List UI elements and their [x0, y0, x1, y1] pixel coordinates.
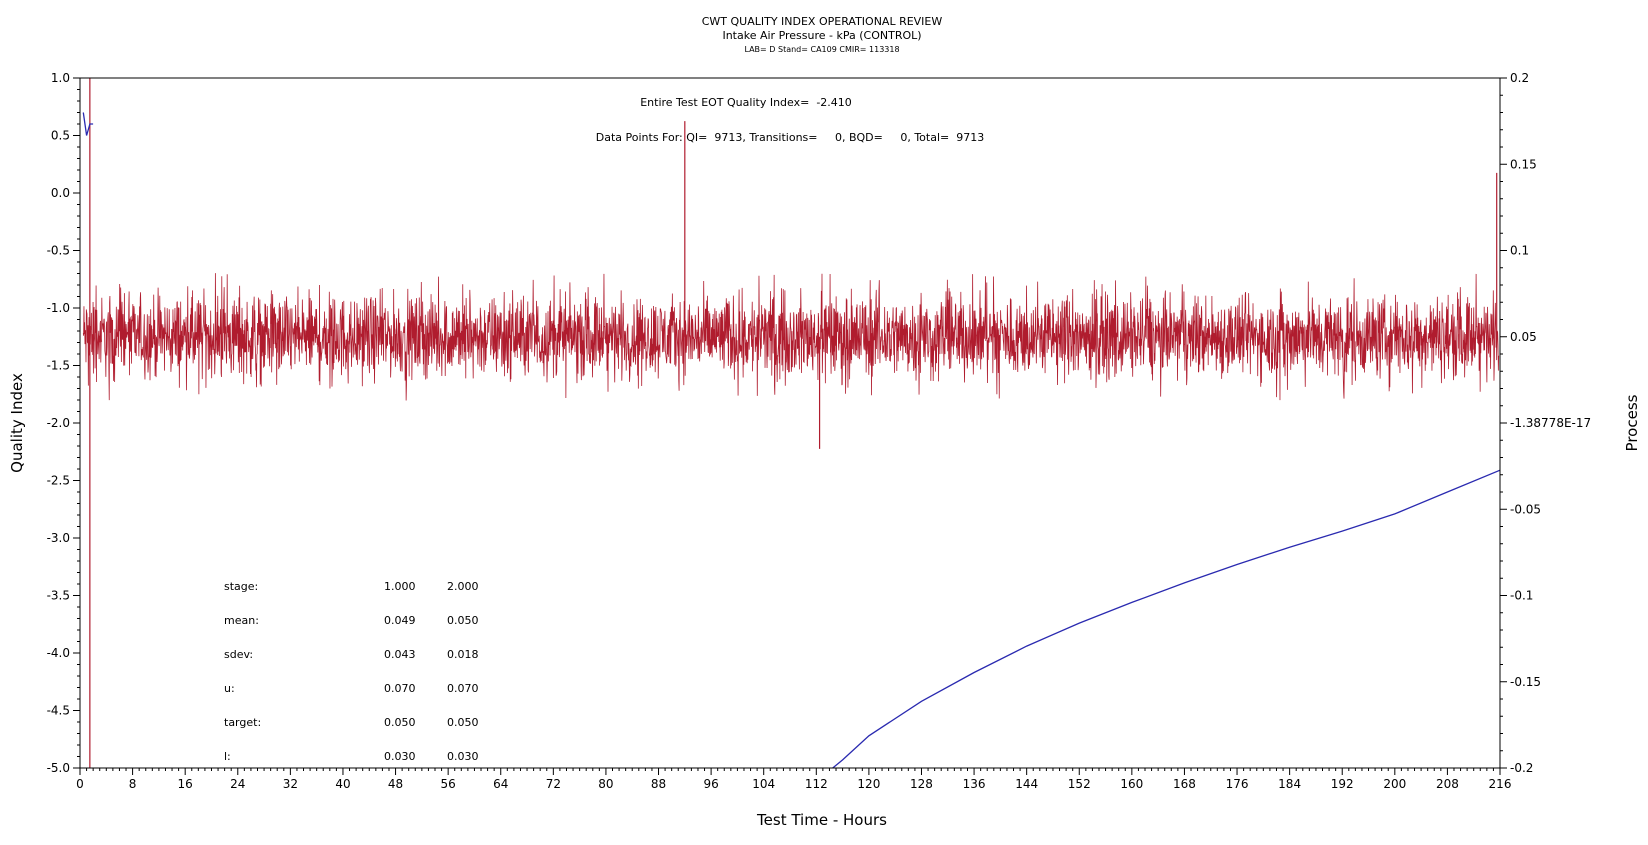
axes: 0 8 16 24 32 40 48 56 64 72 80 88 96 104 112 120 128 136 1… — [47, 71, 1592, 791]
x-tick-label: 128 — [910, 777, 933, 791]
stats-label: u: — [224, 682, 235, 695]
y2-tick-label: -0.15 — [1510, 675, 1541, 689]
x-tick-label: 200 — [1383, 777, 1406, 791]
x-tick-label: 80 — [598, 777, 613, 791]
y-tick-label: -4.0 — [47, 646, 70, 660]
stats-value-stage1: 1.000 — [384, 580, 416, 593]
x-tick-label: 176 — [1226, 777, 1249, 791]
x-tick-label: 72 — [546, 777, 561, 791]
stats-value-stage2: 0.070 — [447, 682, 479, 695]
y2-tick-label: 0.2 — [1510, 71, 1529, 85]
x-tick-label: 112 — [805, 777, 828, 791]
stats-label: sdev: — [224, 648, 253, 661]
chart-titles: CWT QUALITY INDEX OPERATIONAL REVIEW Int… — [702, 15, 943, 54]
y-tick-label: -3.5 — [47, 589, 70, 603]
data-points-annotation: Data Points For: QI= 9713, Transitions= … — [596, 131, 984, 144]
y-tick-label: 0.0 — [51, 186, 70, 200]
x-tick-label: 192 — [1331, 777, 1354, 791]
stats-label: stage: — [224, 580, 258, 593]
stats-value-stage1: 0.043 — [384, 648, 416, 661]
x-tick-label: 8 — [129, 777, 137, 791]
x-tick-label: 104 — [752, 777, 775, 791]
x-tick-label: 56 — [441, 777, 456, 791]
x-tick-label: 168 — [1173, 777, 1196, 791]
y-tick-label: -1.5 — [47, 359, 70, 373]
x-tick-label: 136 — [963, 777, 986, 791]
y-tick-label: -4.5 — [47, 704, 70, 718]
y2-axis-label: Process — [1623, 394, 1641, 451]
process-series-line — [82, 273, 1500, 401]
chart-subsubtitle: LAB= D Stand= CA109 CMIR= 113318 — [744, 45, 899, 54]
stats-label: l: — [224, 750, 231, 763]
quality-index-line — [832, 469, 1500, 768]
y-axis-label: Quality Index — [8, 373, 26, 473]
y-tick-label: -2.5 — [47, 474, 70, 488]
data-layer — [82, 78, 1500, 768]
quality-index-start-line — [82, 112, 94, 136]
stats-value-stage2: 0.050 — [447, 716, 479, 729]
x-tick-label: 48 — [388, 777, 403, 791]
x-tick-label: 88 — [651, 777, 666, 791]
y-tick-label: 0.5 — [51, 129, 70, 143]
stats-value-stage1: 0.070 — [384, 682, 416, 695]
x-tick-label: 24 — [230, 777, 245, 791]
y-tick-label: -1.0 — [47, 301, 70, 315]
y-tick-label: -2.0 — [47, 416, 70, 430]
stats-value-stage1: 0.030 — [384, 750, 416, 763]
y-tick-label: -3.0 — [47, 531, 70, 545]
y2-tick-label: 0.05 — [1510, 330, 1537, 344]
x-tick-label: 160 — [1120, 777, 1143, 791]
x-tick-label: 208 — [1436, 777, 1459, 791]
x-tick-label: 152 — [1068, 777, 1091, 791]
y-tick-label: -0.5 — [47, 244, 70, 258]
stats-value-stage2: 2.000 — [447, 580, 479, 593]
x-axis-label: Test Time - Hours — [756, 811, 887, 829]
x-tick-label: 40 — [335, 777, 350, 791]
quality-index-annotation: Entire Test EOT Quality Index= -2.410 — [640, 96, 852, 109]
chart-title: CWT QUALITY INDEX OPERATIONAL REVIEW — [702, 15, 943, 28]
plot-frame — [79, 77, 1501, 769]
x-tick-label: 64 — [493, 777, 508, 791]
x-tick-label: 16 — [178, 777, 193, 791]
y2-tick-label: 0.1 — [1510, 244, 1529, 258]
stats-value-stage1: 0.049 — [384, 614, 416, 627]
x-tick-label: 184 — [1278, 777, 1301, 791]
stats-label: target: — [224, 716, 261, 729]
stats-table: stage: 1.000 2.000 mean: 0.049 0.050 sdev: 0.04… — [224, 580, 479, 763]
x-tick-label: 144 — [1015, 777, 1038, 791]
y2-tick-label: -0.1 — [1510, 589, 1533, 603]
y-tick-label: 1.0 — [51, 71, 70, 85]
stats-value-stage2: 0.030 — [447, 750, 479, 763]
stats-label: mean: — [224, 614, 259, 627]
stats-value-stage2: 0.050 — [447, 614, 479, 627]
stats-value-stage2: 0.018 — [447, 648, 479, 661]
x-tick-label: 0 — [76, 777, 84, 791]
x-tick-label: 216 — [1489, 777, 1512, 791]
x-tick-label: 96 — [703, 777, 718, 791]
x-tick-label: 120 — [857, 777, 880, 791]
y2-tick-label: -1.38778E-17 — [1510, 416, 1591, 430]
x-tick-label: 32 — [283, 777, 298, 791]
y2-tick-label: -0.05 — [1510, 502, 1541, 516]
y2-tick-label: 0.15 — [1510, 157, 1537, 171]
y2-tick-label: -0.2 — [1510, 761, 1533, 775]
stats-value-stage1: 0.050 — [384, 716, 416, 729]
chart-subtitle: Intake Air Pressure - kPa (CONTROL) — [722, 29, 921, 42]
y-tick-label: -5.0 — [47, 761, 70, 775]
